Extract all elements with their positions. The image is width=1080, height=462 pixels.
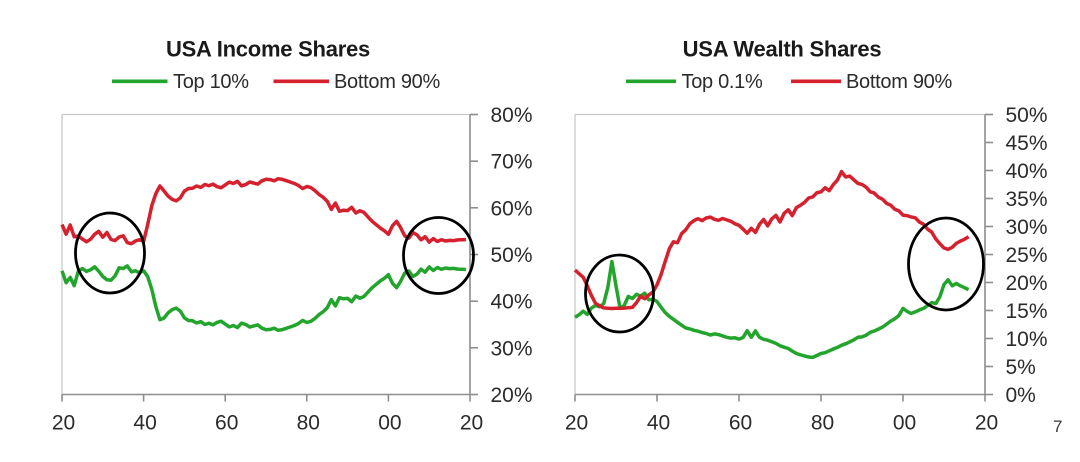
svg-text:80: 80 — [297, 412, 320, 435]
svg-text:30%: 30% — [1006, 216, 1048, 239]
svg-text:00: 00 — [893, 412, 916, 435]
svg-text:20%: 20% — [491, 384, 533, 407]
svg-text:20: 20 — [565, 412, 588, 435]
svg-text:00: 00 — [378, 412, 401, 435]
svg-text:20: 20 — [460, 412, 483, 435]
svg-text:Bottom 90%: Bottom 90% — [334, 71, 440, 93]
svg-text:60: 60 — [215, 412, 238, 435]
svg-text:50%: 50% — [1006, 104, 1048, 127]
svg-text:USA Income Shares: USA Income Shares — [166, 37, 370, 62]
svg-text:40: 40 — [133, 412, 156, 435]
svg-text:0%: 0% — [1006, 384, 1036, 407]
svg-text:40: 40 — [647, 412, 670, 435]
svg-text:5%: 5% — [1006, 356, 1036, 379]
svg-text:USA Wealth Shares: USA Wealth Shares — [683, 37, 882, 62]
svg-text:30%: 30% — [491, 337, 533, 360]
svg-text:Top 10%: Top 10% — [173, 71, 249, 93]
svg-text:60%: 60% — [491, 197, 533, 220]
svg-text:15%: 15% — [1006, 300, 1048, 323]
svg-text:50%: 50% — [491, 244, 533, 267]
svg-text:20: 20 — [975, 412, 998, 435]
svg-text:80%: 80% — [491, 104, 533, 127]
svg-text:40%: 40% — [1006, 160, 1048, 183]
svg-text:Bottom 90%: Bottom 90% — [846, 71, 952, 93]
svg-text:70%: 70% — [491, 151, 533, 174]
svg-text:Top 0.1%: Top 0.1% — [682, 71, 764, 93]
svg-text:45%: 45% — [1006, 132, 1048, 155]
svg-text:7: 7 — [1053, 417, 1062, 436]
svg-text:20: 20 — [52, 412, 75, 435]
svg-text:20%: 20% — [1006, 272, 1048, 295]
svg-text:40%: 40% — [491, 291, 533, 314]
svg-text:80: 80 — [811, 412, 834, 435]
svg-text:25%: 25% — [1006, 244, 1048, 267]
svg-text:60: 60 — [729, 412, 752, 435]
svg-text:35%: 35% — [1006, 188, 1048, 211]
svg-text:10%: 10% — [1006, 328, 1048, 351]
